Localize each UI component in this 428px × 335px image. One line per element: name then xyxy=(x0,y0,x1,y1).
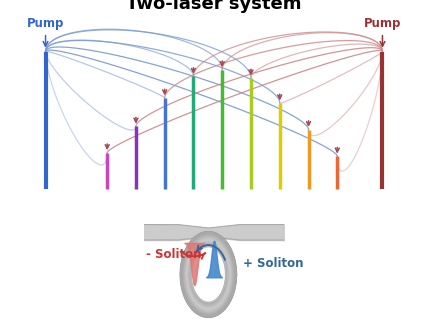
Text: Two-laser system: Two-laser system xyxy=(126,0,302,13)
Polygon shape xyxy=(191,246,226,303)
Text: Pump: Pump xyxy=(364,17,401,46)
Text: + Soliton: + Soliton xyxy=(243,257,303,270)
Text: - Soliton: - Soliton xyxy=(146,248,202,261)
Text: Pump: Pump xyxy=(27,17,64,46)
Polygon shape xyxy=(181,232,236,317)
